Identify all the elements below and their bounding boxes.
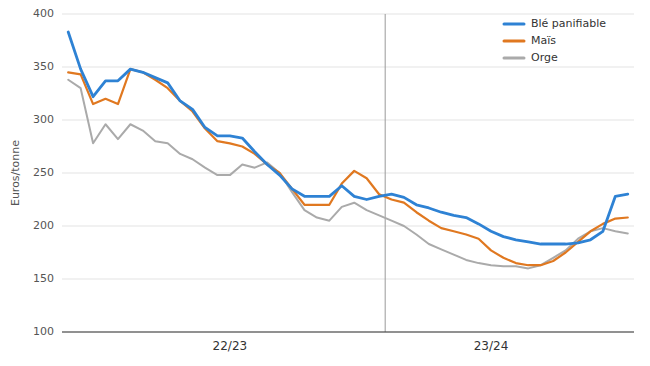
y-tick-label: 150 — [33, 272, 54, 285]
series-line — [68, 80, 628, 269]
y-tick-label: 400 — [33, 7, 54, 20]
y-tick-label: 200 — [33, 219, 54, 232]
separator — [385, 14, 386, 332]
grid-line — [62, 332, 634, 333]
grid-line — [62, 279, 634, 280]
grid-line — [62, 14, 634, 15]
legend-label: Blé panifiable — [531, 17, 606, 30]
grid-line — [62, 120, 634, 121]
legend-label: Maïs — [531, 34, 556, 47]
legend-swatch — [504, 23, 524, 26]
y-label: Euros/tonne — [9, 140, 22, 206]
legend: Blé panifiable Maïs Orge — [504, 17, 606, 64]
grid-line — [62, 67, 634, 68]
y-tick-label: 350 — [33, 60, 54, 73]
x-axis — [62, 331, 634, 332]
grid-line — [62, 173, 634, 174]
y-tick-label: 250 — [33, 166, 54, 179]
series-line — [68, 32, 628, 244]
lines — [68, 32, 628, 268]
y-tick-label: 100 — [33, 325, 54, 338]
legend-swatch — [504, 57, 524, 60]
y-tick-label: 300 — [33, 113, 54, 126]
series-line — [68, 69, 628, 265]
chart: 100 150 200 250 300 350 400 22/23 23/24 Euros/ton… — [0, 0, 650, 366]
x-tick-label: 23/24 — [474, 339, 509, 353]
legend-label: Orge — [531, 51, 558, 64]
grid — [62, 14, 634, 332]
x-tick-label: 22/23 — [213, 339, 248, 353]
grid-line — [62, 226, 634, 227]
legend-swatch — [504, 40, 524, 43]
